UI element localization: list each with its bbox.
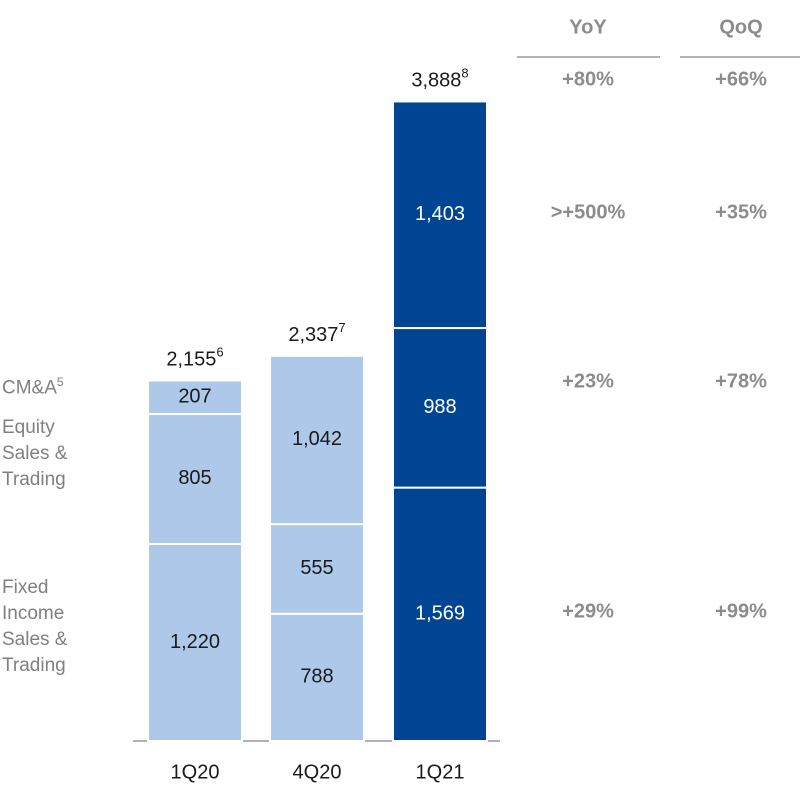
footnote: 6 [216,345,223,360]
table-cell: +99% [715,600,767,622]
value-label: 1,220 [170,631,220,653]
value-label: 207 [178,386,211,408]
value-label: 788 [300,666,333,688]
table-cell: +35% [715,201,767,223]
series-name: CM&A [2,377,57,399]
table-cell: +80% [562,68,614,90]
bar-segment [269,523,365,615]
bar-segment [392,100,488,330]
total-label: 3,8888 [411,66,468,92]
total-label: 2,1556 [166,345,223,371]
table-cell: +66% [715,68,767,90]
bar-segment [147,379,243,415]
table-header: YoY [569,16,607,38]
bar-segment [269,354,365,526]
table-cell: +23% [562,370,614,392]
bar-segment [392,486,488,742]
series-name: Equity Sales & Trading [2,417,68,490]
total-value: 2,337 [288,324,338,346]
series-label: Equity Sales & Trading [2,415,82,493]
series-name: Fixed Income Sales & Trading [2,577,68,676]
series-label: Fixed Income Sales & Trading [2,575,82,679]
total-value: 2,155 [166,349,216,371]
total-label: 2,3377 [288,320,345,346]
footnote: 7 [338,320,345,335]
x-tick-label: 1Q20 [171,761,220,783]
value-label: 1,569 [415,603,465,625]
bar-segment [269,612,365,742]
value-label: 1,403 [415,203,465,225]
value-label: 1,042 [292,428,342,450]
table-cell: >+500% [551,201,626,223]
value-label: 805 [178,467,211,489]
footnote: 8 [461,66,468,81]
table-cell: +78% [715,370,767,392]
bar-segment [147,412,243,545]
table-header: QoQ [719,16,762,38]
series-label: CM&A5 [2,369,122,401]
x-tick-label: 1Q21 [416,761,465,783]
value-label: 988 [423,396,456,418]
footnote: 5 [56,375,64,389]
total-value: 3,888 [411,70,461,92]
bar-segment [147,542,243,742]
table-cell: +29% [562,600,614,622]
x-tick-label: 4Q20 [293,761,342,783]
value-label: 555 [300,557,333,579]
